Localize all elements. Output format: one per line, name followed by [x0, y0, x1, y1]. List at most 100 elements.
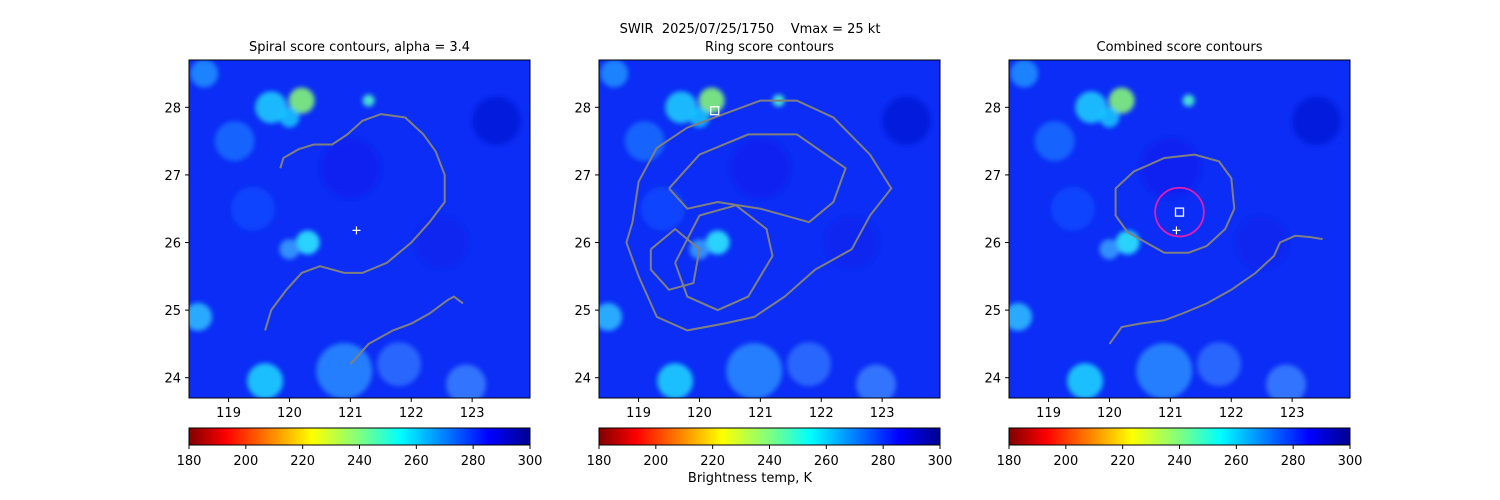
cloud-blob	[705, 230, 730, 255]
cloud-blob	[1140, 138, 1201, 199]
cloud-blob	[1067, 363, 1104, 398]
score-contour	[349, 295, 464, 365]
cloud-blob	[377, 342, 422, 387]
colorbar-tick-label: 280	[871, 454, 896, 469]
cloud-blob	[1034, 121, 1075, 162]
x-tick-label: 121	[748, 406, 773, 421]
panel-2: Ring score contours 119 120 121 122 123 24 25 26…	[574, 40, 952, 469]
colorbar-tick-label: 240	[1167, 454, 1192, 469]
y-tick-label: 25	[984, 304, 1001, 319]
cloud-blob	[279, 239, 300, 260]
cloud-blob	[255, 91, 288, 124]
colorbar-tick-label: 180	[997, 454, 1022, 469]
y-tick-label: 28	[984, 101, 1001, 116]
contour-group	[1108, 153, 1323, 345]
cloud-blob	[1136, 342, 1193, 398]
colorbar-label: Brightness temp, K	[687, 471, 813, 486]
cloud-blob	[362, 94, 375, 107]
center-plus-marker	[1172, 226, 1181, 235]
cloud-blob	[640, 186, 685, 231]
axes-frame	[1008, 59, 1351, 399]
score-contour	[1108, 234, 1323, 345]
colorbar-tick-label: 220	[1110, 454, 1135, 469]
cloud-blob	[787, 342, 832, 387]
center-square-marker	[710, 106, 720, 116]
colorbar-tick-label: 260	[1224, 454, 1249, 469]
colorbar-tick-label: 220	[290, 454, 315, 469]
score-contour	[674, 204, 774, 312]
cloud-blob	[1099, 107, 1120, 128]
x-tick-label: 120	[277, 406, 302, 421]
x-tick-label: 122	[399, 406, 424, 421]
cloud-blob	[1050, 186, 1095, 231]
cloud-blob	[726, 342, 783, 398]
panel-title: Combined score contours	[1097, 40, 1263, 55]
cloud-blob	[856, 364, 897, 398]
x-tick-label: 120	[1097, 406, 1122, 421]
cloud-blob	[600, 60, 629, 88]
cloud-blob	[1009, 302, 1033, 331]
radius-circle	[1154, 186, 1205, 238]
cloud-blob	[279, 107, 300, 128]
y-tick-label: 25	[574, 304, 591, 319]
cloud-blob	[1292, 96, 1341, 145]
x-tick-label: 123	[870, 406, 895, 421]
colorbar-tick-label: 180	[587, 454, 612, 469]
cloud-blob	[415, 216, 468, 269]
x-tick-label: 119	[1036, 406, 1061, 421]
y-tick-label: 27	[984, 169, 1001, 184]
center-plus-marker	[352, 226, 361, 235]
cloud-blob	[825, 216, 878, 269]
y-tick-label: 25	[164, 304, 181, 319]
cloud-blob	[295, 230, 320, 255]
colorbar-tick-label: 280	[461, 454, 486, 469]
cloud-blob	[1099, 239, 1120, 260]
axes-frame	[188, 59, 531, 399]
x-tick-label: 121	[338, 406, 363, 421]
cloud-blob	[189, 302, 213, 331]
colorbar-tick-label: 260	[404, 454, 429, 469]
colorbar	[598, 427, 941, 446]
cloud-blob	[1115, 230, 1140, 255]
colorbar-tick-label: 300	[1338, 454, 1363, 469]
cloud-blob	[472, 96, 521, 145]
y-tick-label: 24	[984, 372, 1001, 387]
cloud-blob	[1182, 94, 1195, 107]
y-tick-label: 26	[164, 237, 181, 252]
y-tick-label: 28	[164, 101, 181, 116]
colorbar-tick-label: 200	[233, 454, 258, 469]
y-tick-label: 26	[574, 237, 591, 252]
y-tick-label: 28	[574, 101, 591, 116]
colorbar	[188, 427, 531, 446]
colorbar-tick-label: 300	[928, 454, 953, 469]
score-contour	[625, 99, 893, 332]
score-contour	[649, 227, 701, 291]
cloud-blob	[1266, 364, 1307, 398]
cloud-blob	[689, 107, 710, 128]
cloud-blob	[247, 363, 284, 398]
cloud-blob	[882, 96, 931, 145]
y-tick-label: 24	[164, 372, 181, 387]
x-tick-label: 122	[1219, 406, 1244, 421]
colorbar-tick-label: 280	[1281, 454, 1306, 469]
cloud-blob	[446, 364, 487, 398]
cloud-blob	[665, 91, 698, 124]
cloud-blob	[1010, 60, 1039, 88]
cloud-blob	[214, 121, 255, 162]
contour-group	[625, 99, 893, 332]
cloud-blob	[657, 363, 694, 398]
center-square-marker	[1174, 207, 1185, 217]
cloud-blob	[599, 302, 623, 331]
cloud-texture	[189, 60, 521, 398]
colorbar-tick-label: 240	[347, 454, 372, 469]
colorbar	[1008, 427, 1351, 446]
x-tick-label: 123	[460, 406, 485, 421]
colorbar-tick-label: 180	[177, 454, 202, 469]
colorbar-tick-label: 200	[643, 454, 668, 469]
panel-1: Spiral score contours, alpha = 3.4 119 120…	[164, 40, 542, 469]
colorbar-tick-label: 260	[814, 454, 839, 469]
cloud-blob	[1197, 342, 1242, 387]
contour-group	[264, 113, 464, 365]
colorbar-tick-label: 200	[1053, 454, 1078, 469]
